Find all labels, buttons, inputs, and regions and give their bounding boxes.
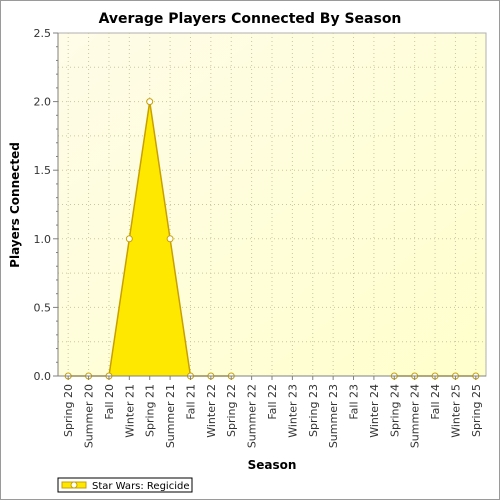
x-tick-label: Winter 23: [286, 384, 299, 438]
x-tick-label: Winter 21: [123, 384, 136, 438]
x-tick-label: Spring 22: [225, 384, 238, 437]
data-point: [125, 235, 133, 243]
x-tick-label: Summer 20: [83, 384, 96, 448]
y-axis-label: Players Connected: [8, 142, 22, 268]
x-tick-label: Spring 21: [144, 384, 157, 437]
legend: Star Wars: Regicide: [57, 477, 193, 493]
x-tick-label: Summer 22: [246, 384, 259, 448]
x-tick-labels: Spring 20 Summer 20 Fall 20 Winter 21 Spring…: [62, 384, 483, 448]
chart-title: Average Players Connected By Season: [99, 11, 402, 27]
x-tick-label: Spring 23: [307, 384, 320, 437]
x-tick-label: Fall 22: [266, 384, 279, 420]
y-tick-label: 1.5: [34, 164, 52, 177]
x-tick-label: Spring 25: [470, 384, 483, 437]
x-tick-label: Winter 24: [368, 384, 381, 438]
axes: [53, 32, 486, 380]
x-tick-label: Spring 20: [62, 384, 75, 437]
y-tick-label: 0.0: [34, 370, 52, 383]
y-tick-label: 2.5: [34, 27, 52, 40]
legend-label: Star Wars: Regicide: [92, 481, 190, 492]
x-tick-label: Summer 24: [409, 384, 422, 448]
data-point: [146, 98, 154, 106]
y-tick-label: 0.5: [34, 301, 52, 314]
x-tick-label: Spring 24: [388, 384, 401, 437]
y-tick-label: 2.0: [34, 96, 52, 109]
x-tick-label: Summer 21: [164, 384, 177, 448]
y-tick-label: 1.0: [34, 233, 52, 246]
legend-box: [57, 477, 193, 493]
grid-lines: [58, 33, 486, 376]
y-tick-labels: 0.0 0.5 1.0 1.5 2.0 2.5: [34, 27, 52, 383]
x-tick-label: Summer 23: [327, 384, 340, 448]
legend-marker: [70, 481, 78, 489]
series-fill: [68, 101, 232, 376]
x-tick-label: Fall 23: [348, 384, 361, 420]
data-point: [166, 235, 174, 243]
x-tick-label: Winter 22: [205, 384, 218, 438]
x-axis-label: Season: [248, 458, 297, 472]
x-tick-label: Fall 21: [184, 384, 197, 420]
x-tick-label: Fall 20: [103, 384, 116, 420]
x-tick-label: Winter 25: [449, 384, 462, 438]
x-tick-label: Fall 24: [429, 384, 442, 420]
